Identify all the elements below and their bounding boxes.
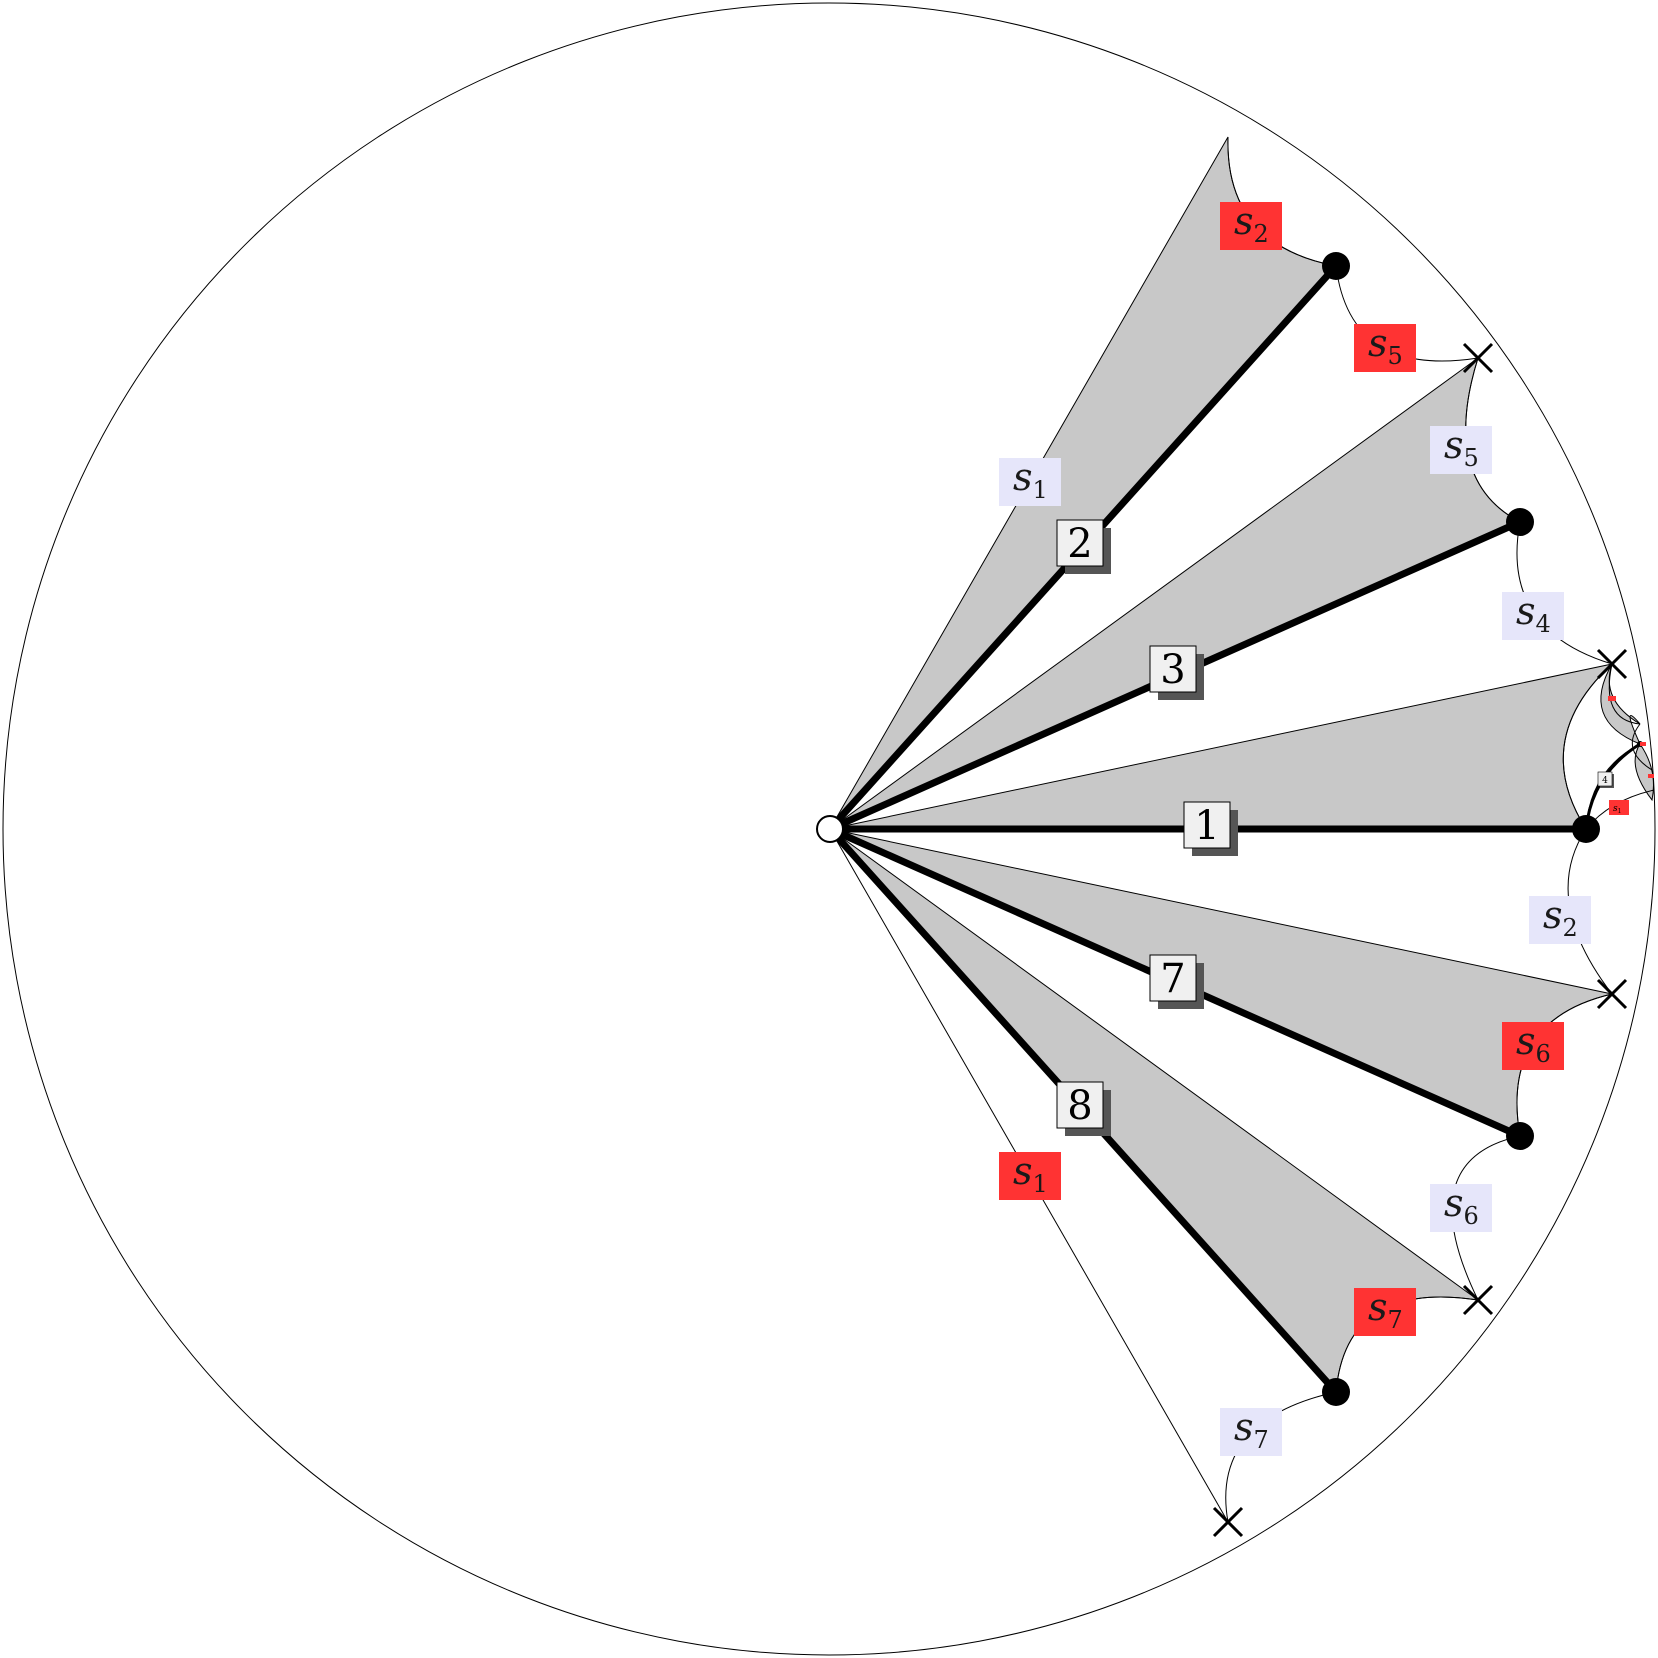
region-7 [829,828,1613,1137]
svg-text:s6: s6 [1516,1019,1551,1068]
tiny-red-mark-3 [1648,774,1654,778]
edge-number-1: 1 [1194,803,1219,849]
cross-4 [1462,1284,1494,1316]
edge-number-box-1: 1 [1183,801,1238,856]
side-label-s5-red: s5 [1354,321,1416,372]
edge-number-box-2: 2 [1056,519,1111,574]
svg-text:s2: s2 [1543,893,1578,942]
filled-vertices [1322,252,1643,1406]
side-label-s1-upper: s1 [999,455,1061,506]
side-label-s5-lavender: s5 [1430,423,1492,474]
svg-text:s7: s7 [1234,1405,1269,1454]
edge-number-2: 2 [1067,521,1092,567]
svg-text:s6: s6 [1444,1181,1479,1230]
arc-x2-to-v1 [1562,663,1613,830]
side-label-s7-lavender: s7 [1220,1405,1282,1456]
edge-number-box-3: 3 [1149,645,1204,700]
edge-number-8: 8 [1067,1083,1092,1129]
tiny-red-marks [1608,696,1654,778]
svg-text:s1: s1 [1013,1149,1048,1198]
cross-5 [1212,1506,1244,1538]
edge-number-box-4: 4 [1597,771,1614,788]
center-vertex [816,815,844,843]
svg-text:s5: s5 [1368,321,1403,370]
cross-3 [1596,978,1628,1010]
svg-text:s2: s2 [1234,199,1269,248]
region-small-lower [1634,743,1654,802]
vertex-8 [1322,1378,1350,1406]
side-label-s4-lavender: s4 [1502,589,1564,640]
vertex-7 [1506,1122,1534,1150]
cross-1 [1462,342,1494,374]
side-label-s1-red: s1 [999,1149,1061,1200]
side-label-s1-red-small: s1 [1609,800,1629,815]
vertex-1 [1572,815,1600,843]
arc-small-1 [1608,663,1641,725]
tiny-red-mark-2 [1640,742,1646,746]
edge-number-3: 3 [1160,647,1185,693]
edge-number-box-8: 8 [1056,1081,1111,1136]
side-label-s2-lavender: s2 [1529,893,1591,944]
edge-number-box-7: 7 [1149,954,1204,1009]
svg-text:s4: s4 [1516,589,1551,638]
tiny-red-mark-1 [1608,696,1616,701]
side-label-s7-red: s7 [1354,1285,1416,1336]
side-label-s6-red: s6 [1502,1019,1564,1070]
edge-number-7: 7 [1160,956,1185,1002]
shaded-regions [829,136,1654,1394]
svg-text:s5: s5 [1444,423,1479,472]
vertex-2 [1322,252,1350,280]
edge-number-4: 4 [1602,776,1608,786]
svg-text:s1: s1 [1013,455,1048,504]
svg-text:s1: s1 [1613,804,1621,815]
side-label-s2-red: s2 [1220,199,1282,250]
cross-vertices [1212,342,1628,1538]
svg-text:s7: s7 [1368,1285,1403,1334]
side-label-s6-lavender: s6 [1430,1181,1492,1232]
vertex-3 [1506,508,1534,536]
cross-2 [1596,648,1628,680]
region-small-upper [1600,663,1641,745]
